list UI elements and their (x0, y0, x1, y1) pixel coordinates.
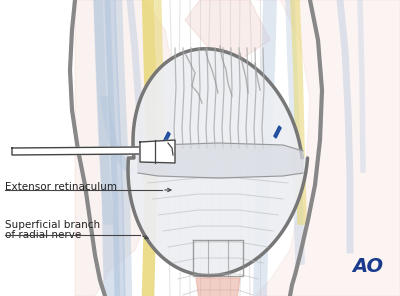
Polygon shape (255, 0, 400, 296)
Polygon shape (196, 278, 240, 296)
Text: Superficial branch: Superficial branch (5, 220, 100, 230)
Polygon shape (138, 143, 303, 178)
Polygon shape (75, 0, 175, 296)
Text: of radial nerve: of radial nerve (5, 230, 81, 240)
Polygon shape (274, 126, 281, 138)
Polygon shape (12, 147, 140, 155)
Text: AO: AO (352, 257, 383, 276)
Polygon shape (128, 49, 308, 276)
Polygon shape (163, 132, 170, 144)
Polygon shape (140, 140, 175, 163)
Text: Extensor retinaculum: Extensor retinaculum (5, 182, 117, 192)
Polygon shape (185, 0, 270, 60)
